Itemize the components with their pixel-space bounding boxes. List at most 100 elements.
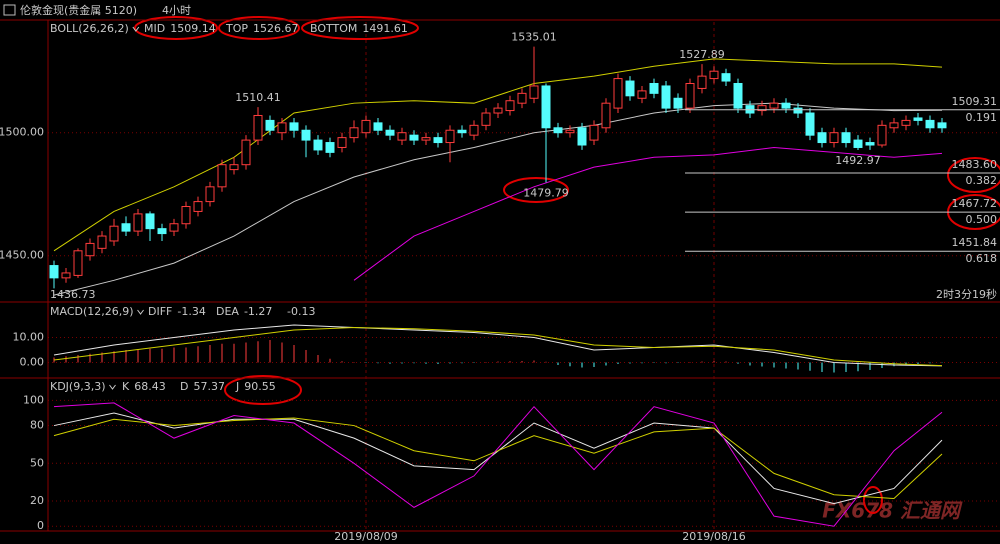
series-value: 1509.14	[170, 22, 216, 35]
series-name: D	[180, 380, 188, 393]
candle-body	[421, 137, 431, 141]
candle-body	[409, 134, 419, 141]
high-label: 1510.41	[235, 91, 281, 104]
y-tick-label: 1500.00	[0, 126, 44, 139]
candle-body	[613, 78, 623, 109]
candle-body	[697, 75, 707, 89]
y-tick-label: 0.00	[20, 356, 45, 369]
candle-body	[877, 124, 887, 146]
series-line	[53, 326, 943, 367]
y-tick-label: 80	[30, 419, 44, 432]
candle-body	[49, 265, 59, 279]
series-name: J	[235, 380, 239, 393]
fib-price: 1451.84	[952, 236, 998, 249]
fib-price: 1467.72	[952, 197, 998, 210]
series-line	[53, 417, 943, 500]
y-tick-label: 0	[37, 519, 44, 532]
candle-body	[349, 127, 359, 139]
low-label: 1479.79	[523, 186, 569, 199]
menu-icon[interactable]	[3, 4, 16, 16]
series-name: MID	[144, 22, 165, 35]
candle-body	[913, 117, 923, 121]
candle-body	[121, 223, 131, 232]
candle-body	[157, 228, 167, 235]
candle-body	[601, 102, 611, 129]
candle-body	[457, 129, 467, 134]
series-name: TOP	[225, 22, 248, 35]
y-tick-label: 10.00	[13, 331, 45, 344]
candle-body	[169, 223, 179, 232]
candle-body	[469, 124, 479, 136]
candle-body	[385, 129, 395, 136]
highlight	[503, 177, 569, 203]
top-bar	[0, 0, 1000, 20]
candle-body	[181, 206, 191, 225]
series-name: DIFF	[148, 305, 172, 318]
series-line	[53, 58, 943, 252]
period[interactable]: 4小时	[162, 4, 191, 17]
fib-ratio: 0.382	[966, 174, 998, 187]
y-tick-label: 100	[23, 393, 44, 406]
series-value: 1526.67	[253, 22, 299, 35]
candle-body	[217, 164, 227, 188]
series-value: -1.27	[244, 305, 272, 318]
candle-body	[193, 201, 203, 212]
candle-body	[337, 137, 347, 148]
candle-body	[541, 85, 551, 129]
candle-body	[889, 122, 899, 129]
highlight	[218, 16, 300, 40]
candle-body	[205, 186, 215, 203]
fib-price: 1509.31	[952, 95, 998, 108]
candle-body	[325, 142, 335, 153]
instrument: 伦敦金现(贵金属 5120)	[20, 3, 137, 17]
candle-body	[709, 70, 719, 80]
candle-body	[733, 83, 743, 109]
dropdown-icon	[137, 309, 144, 315]
candle-body	[517, 92, 527, 104]
highlight	[863, 486, 883, 514]
candle-body	[397, 132, 407, 141]
candle-body	[73, 250, 83, 276]
y-tick-label: 20	[30, 494, 44, 507]
countdown: 2时3分19秒	[936, 287, 997, 301]
y-tick-label: 50	[30, 456, 44, 469]
candle-body	[145, 213, 155, 230]
candle-body	[637, 90, 647, 99]
series-line	[53, 324, 943, 367]
candle-body	[61, 272, 71, 279]
candle-body	[805, 112, 815, 136]
watermark: FX678 汇通网	[822, 499, 963, 523]
series-line	[53, 402, 943, 527]
candle-body	[685, 83, 695, 109]
candle-body	[769, 102, 779, 109]
series-value: 57.37	[193, 380, 225, 393]
candle-body	[301, 129, 311, 141]
series-line	[53, 412, 943, 505]
series-line	[53, 102, 943, 296]
series-name: K	[122, 380, 130, 393]
candle-body	[253, 114, 263, 141]
series-name: DEA	[216, 305, 239, 318]
series-line	[353, 146, 943, 281]
candle-body	[565, 129, 575, 134]
low-label: 1492.97	[835, 154, 881, 167]
highlight	[301, 16, 419, 40]
candle-body	[481, 112, 491, 126]
y-tick-label: 1450.00	[0, 249, 44, 262]
candle-body	[373, 122, 383, 131]
candle-body	[241, 139, 251, 166]
candle-body	[649, 83, 659, 94]
candle-body	[589, 124, 599, 141]
indicator-title: MACD(12,26,9)	[50, 305, 134, 318]
series-value: -0.13	[287, 305, 315, 318]
high-label: 1527.89	[679, 48, 725, 61]
candle-body	[277, 122, 287, 134]
candle-body	[781, 102, 791, 109]
indicator-title: BOLL(26,26,2)	[50, 22, 129, 35]
candle-body	[229, 164, 239, 171]
fib-ratio: 0.618	[966, 252, 998, 265]
candle-body	[925, 119, 935, 129]
dropdown-icon	[109, 384, 116, 390]
series-value: 68.43	[134, 380, 166, 393]
